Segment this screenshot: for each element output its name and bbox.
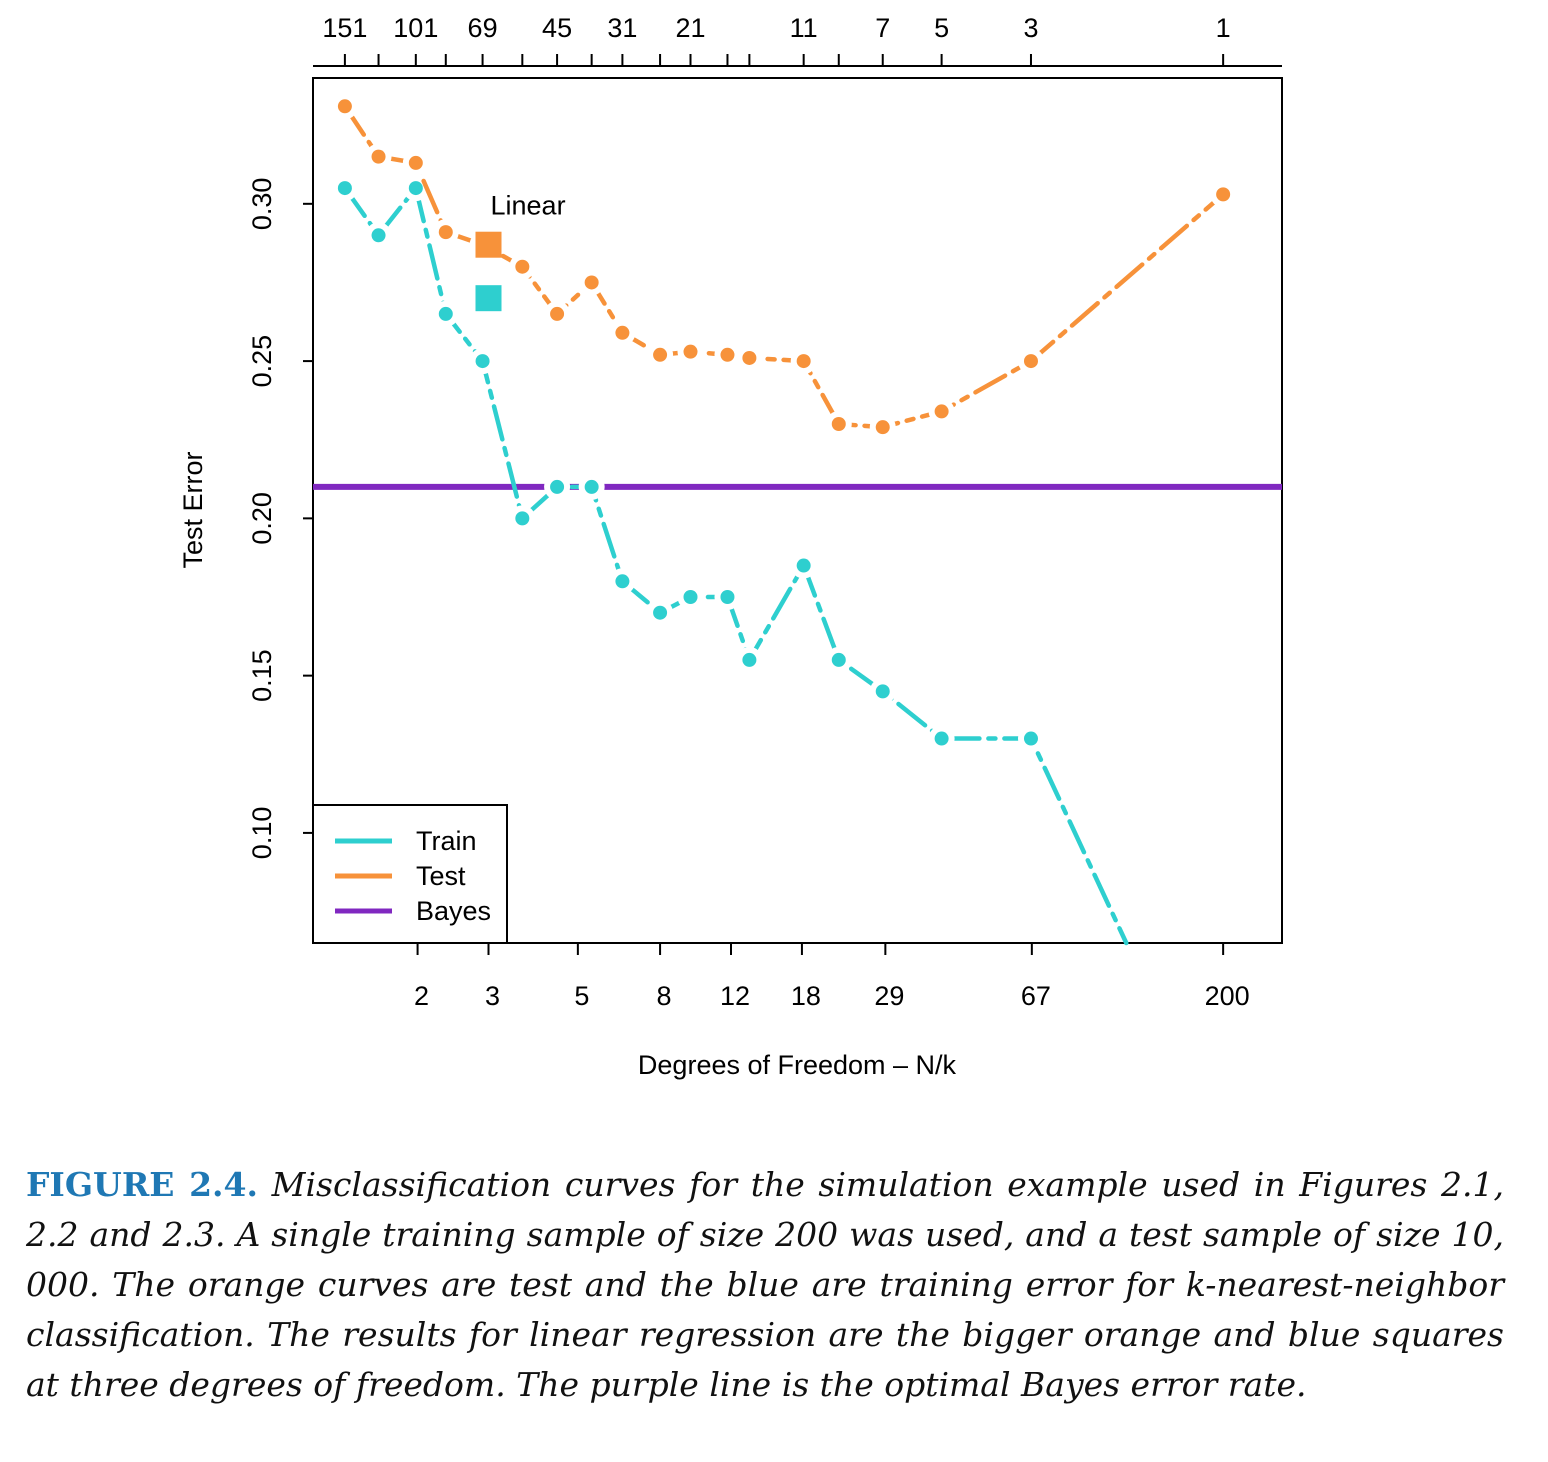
linear-train-square bbox=[475, 285, 502, 312]
x-tick-label: 29 bbox=[874, 981, 904, 1011]
x-tick-label: 18 bbox=[791, 981, 821, 1011]
train-point bbox=[584, 479, 599, 494]
top-tick-label: 151 bbox=[322, 13, 367, 43]
train-point bbox=[371, 228, 386, 243]
test-point bbox=[550, 306, 565, 321]
train-point bbox=[1023, 731, 1038, 746]
train-point bbox=[831, 652, 846, 667]
top-tick-label: 11 bbox=[790, 13, 818, 43]
train-point bbox=[875, 684, 890, 699]
test-point bbox=[934, 404, 949, 419]
top-tick-label: 7 bbox=[875, 13, 890, 43]
x-tick-label: 5 bbox=[574, 981, 589, 1011]
y-tick-label: 0.15 bbox=[247, 649, 277, 702]
x-axis-title: Degrees of Freedom – N/k bbox=[638, 1050, 957, 1080]
test-point bbox=[720, 347, 735, 362]
plot-frame bbox=[312, 77, 1283, 944]
train-point bbox=[934, 731, 949, 746]
test-point bbox=[653, 347, 668, 362]
y-tick-label: 0.20 bbox=[247, 492, 277, 545]
train-point bbox=[653, 605, 668, 620]
top-tick-label: 1 bbox=[1216, 13, 1231, 43]
test-point bbox=[796, 354, 811, 369]
test-point bbox=[615, 325, 630, 340]
top-tick-label: 31 bbox=[607, 13, 637, 43]
linear-test-square bbox=[475, 231, 502, 258]
test-point bbox=[337, 99, 352, 114]
bottom-axis: 2 3 5 8 12 18 29 67 200 bbox=[414, 943, 1250, 1011]
train-point bbox=[550, 479, 565, 494]
train-point bbox=[796, 558, 811, 573]
legend-label: Train bbox=[416, 826, 477, 856]
y-axis-title: Test Error bbox=[178, 451, 208, 568]
x-tick-label: 67 bbox=[1021, 981, 1051, 1011]
x-tick-label: 3 bbox=[485, 981, 500, 1011]
train-point bbox=[438, 306, 453, 321]
y-axis: 0.10 0.15 0.20 0.25 0.30 bbox=[247, 178, 313, 860]
legend-label: Bayes bbox=[416, 896, 491, 926]
top-tick-label: 21 bbox=[675, 13, 705, 43]
x-tick-label: 12 bbox=[720, 981, 750, 1011]
train-point bbox=[683, 590, 698, 604]
test-point bbox=[742, 350, 757, 365]
top-tick-label: 69 bbox=[468, 13, 498, 43]
x-tick-label: 2 bbox=[414, 981, 429, 1011]
test-point bbox=[515, 259, 530, 274]
top-axis: 151 101 69 45 31 21 11 7 5 3 1 bbox=[313, 13, 1282, 67]
test-point bbox=[875, 420, 890, 435]
linear-layer: Linear bbox=[475, 191, 566, 312]
linear-label: Linear bbox=[491, 191, 566, 221]
train-point bbox=[515, 511, 530, 526]
x-tick-label: 8 bbox=[657, 981, 672, 1011]
figure-label: FIGURE 2.4. bbox=[26, 1165, 258, 1204]
y-tick-label: 0.25 bbox=[247, 335, 277, 388]
top-tick-label: 5 bbox=[934, 13, 949, 43]
top-tick-label: 101 bbox=[393, 13, 438, 43]
train-point bbox=[337, 181, 352, 196]
test-point bbox=[438, 225, 453, 240]
top-tick-label: 3 bbox=[1023, 13, 1038, 43]
train-point bbox=[615, 574, 630, 589]
caption-text: Misclassification curves for the simulat… bbox=[26, 1165, 1504, 1404]
y-tick-label: 0.30 bbox=[247, 178, 277, 231]
y-tick-label: 0.10 bbox=[247, 807, 277, 860]
top-tick-label: 45 bbox=[542, 13, 572, 43]
test-point bbox=[371, 149, 386, 164]
chart: 0.100.150.200.250.30 2 3 5 8 12 18 29 67 200 151… bbox=[178, 13, 1283, 1080]
test-point bbox=[1023, 354, 1038, 369]
train-point bbox=[475, 354, 490, 369]
test-line bbox=[342, 104, 1226, 430]
legend-label: Test bbox=[416, 861, 466, 891]
test-point bbox=[584, 275, 599, 290]
train-point bbox=[408, 181, 423, 196]
test-point bbox=[683, 344, 698, 359]
test-point bbox=[831, 417, 846, 431]
train-point bbox=[720, 590, 735, 604]
test-point bbox=[408, 155, 423, 170]
test-point bbox=[1216, 187, 1231, 202]
series-layer bbox=[313, 93, 1282, 946]
legend: Train Test Bayes bbox=[312, 804, 508, 944]
x-tick-label: 200 bbox=[1205, 981, 1250, 1011]
figure-caption: FIGURE 2.4. Misclassification curves for… bbox=[26, 1160, 1504, 1410]
train-point bbox=[742, 652, 757, 667]
